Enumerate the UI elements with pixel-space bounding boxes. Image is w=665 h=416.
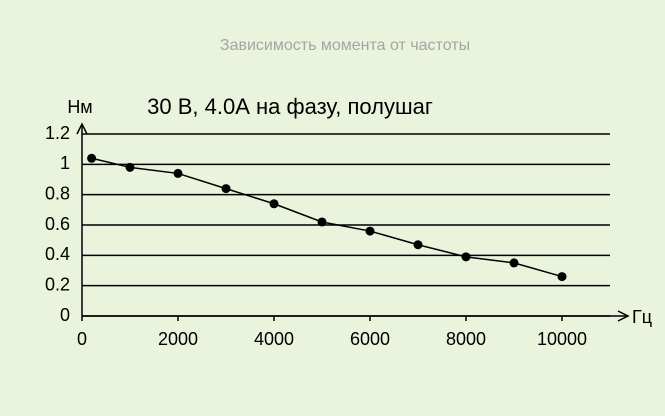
x-axis-arrow [617, 310, 630, 322]
x-tick-label: 0 [77, 329, 87, 349]
data-point [509, 258, 519, 268]
chart-title: Зависимость момента от частоты [220, 37, 470, 54]
data-point [87, 153, 97, 163]
data-point [461, 252, 471, 262]
data-point [365, 226, 375, 236]
data-point [413, 240, 423, 250]
y-tick-label: 0.8 [45, 183, 70, 203]
y-tick-label: 1.2 [45, 123, 70, 143]
data-point [125, 162, 135, 172]
x-tick-label: 8000 [446, 329, 486, 349]
data-point [557, 272, 567, 282]
x-tick-label: 6000 [350, 329, 390, 349]
data-point [221, 184, 231, 194]
y-tick-label: 1 [60, 153, 70, 173]
y-tick-label: 0 [60, 305, 70, 325]
y-tick-label: 0.2 [45, 274, 70, 294]
y-tick-label: 0.6 [45, 214, 70, 234]
y-axis-arrow [76, 122, 88, 135]
x-tick-label: 4000 [254, 329, 294, 349]
x-tick-label: 10000 [537, 329, 587, 349]
data-point [317, 217, 327, 227]
chart-subtitle: 30 В, 4.0А на фазу, полушаг [147, 94, 433, 119]
y-tick-label: 0.4 [45, 244, 70, 264]
x-tick-label: 2000 [158, 329, 198, 349]
data-point [173, 168, 183, 178]
y-axis-label: Нм [67, 97, 92, 117]
x-axis-label: Гц [632, 307, 652, 327]
data-point [269, 199, 279, 209]
